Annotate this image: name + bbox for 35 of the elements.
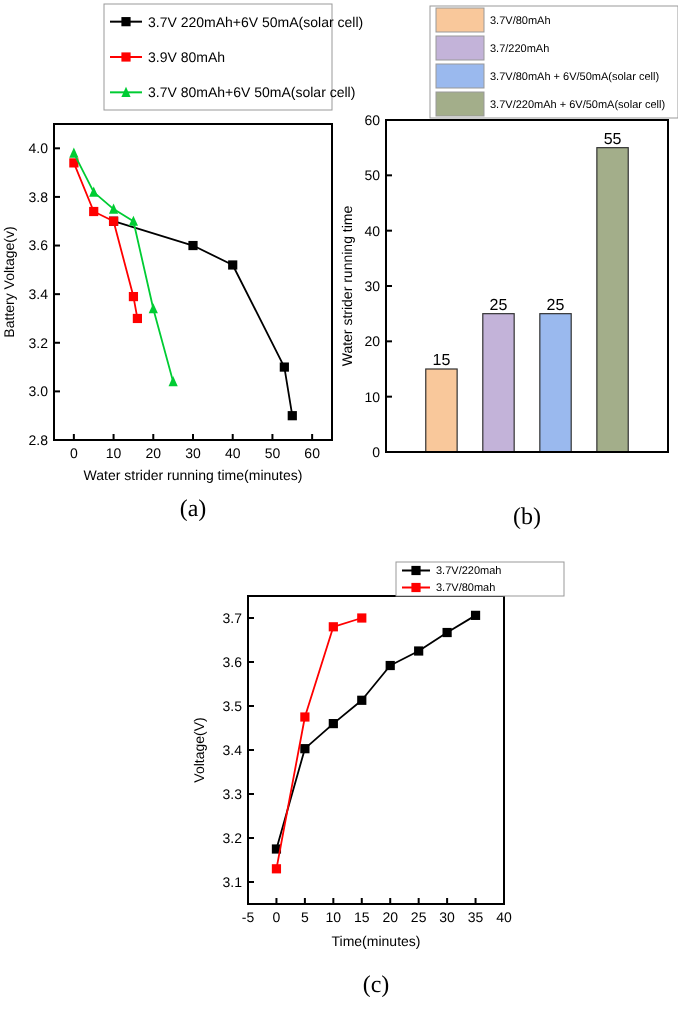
- point: [89, 206, 99, 217]
- point: [132, 313, 142, 324]
- point: [89, 186, 99, 197]
- point: [69, 147, 79, 158]
- data-label: 55: [603, 129, 623, 148]
- point: [470, 610, 481, 620]
- text: (b): [513, 502, 541, 530]
- point: [271, 864, 282, 874]
- point: [188, 240, 198, 251]
- point: [328, 622, 338, 632]
- point: [148, 303, 158, 314]
- point: [108, 203, 119, 214]
- data-label: 15: [432, 351, 452, 369]
- point: [128, 215, 139, 226]
- point: [128, 291, 139, 302]
- data-label: 25: [546, 295, 566, 314]
- point: [328, 719, 338, 729]
- bar: [596, 147, 629, 453]
- point: [414, 646, 424, 656]
- point: [385, 660, 395, 671]
- point: [357, 613, 367, 623]
- point: [228, 260, 238, 270]
- point: [357, 695, 367, 705]
- point: [168, 376, 178, 387]
- data-label: 25: [489, 295, 509, 314]
- bar: [425, 368, 458, 453]
- text: (c): [362, 970, 390, 998]
- bar: [482, 313, 515, 453]
- point: [300, 744, 310, 754]
- point: [279, 362, 289, 372]
- point: [442, 627, 452, 638]
- point: [300, 712, 310, 722]
- text: (a): [179, 494, 207, 522]
- bar: [539, 313, 572, 453]
- point: [287, 411, 297, 421]
